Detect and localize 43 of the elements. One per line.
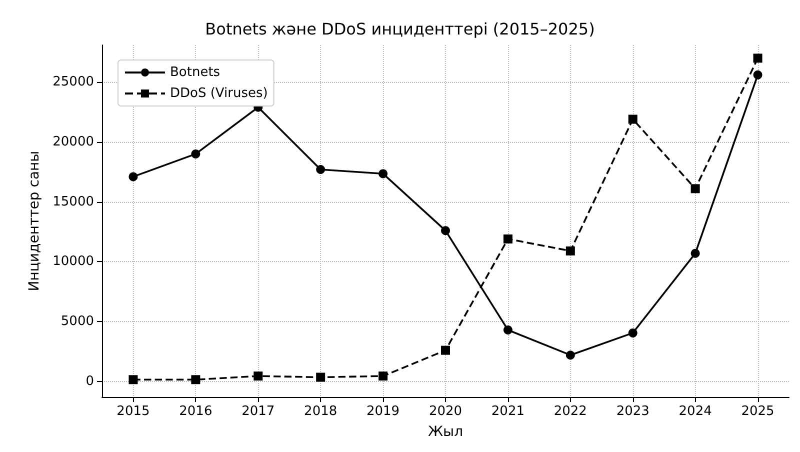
x-tick-label: 2020 [428,404,462,419]
y-tick-label: 0 [86,374,94,389]
y-axis-title: Инциденттер саны [26,150,43,292]
x-tick-label: 2025 [741,404,774,419]
x-tick-label: 2023 [616,404,650,419]
point [441,226,450,236]
point [690,184,700,194]
point [753,70,762,80]
legend-label: Botnets [170,65,220,80]
legend-label: DDoS (Viruses) [170,86,268,101]
point [378,169,388,178]
y-tick-label: 15000 [52,194,94,210]
x-tick-label: 2021 [491,404,524,419]
point [566,246,575,256]
point [566,350,575,360]
x-tick-label: 2016 [179,404,212,419]
point [191,149,200,158]
y-tick-label: 20000 [52,134,94,150]
y-tick-label: 10000 [52,254,94,270]
point [191,375,200,384]
x-tick-label: 2018 [304,404,338,419]
point [254,372,263,381]
point [128,172,138,182]
point [503,234,512,244]
x-tick-label: 2015 [116,404,150,419]
point [316,372,326,382]
point [316,165,326,174]
point [441,346,450,355]
chart-title: Botnets және DDoS инциденттері (2015–2025) [205,20,595,38]
point [503,325,512,334]
point [378,372,388,381]
point [753,54,762,63]
x-tick-label: 2019 [366,404,400,419]
point [690,248,700,258]
point [128,375,138,384]
y-tick-label: 5000 [60,314,94,330]
x-axis-title: Жыл [428,424,464,440]
x-tick-label: 2017 [242,404,275,419]
y-tick-label: 25000 [52,74,94,90]
point [628,114,638,124]
point [628,328,638,338]
x-tick-label: 2022 [554,404,587,419]
x-tick-label: 2024 [678,404,712,419]
